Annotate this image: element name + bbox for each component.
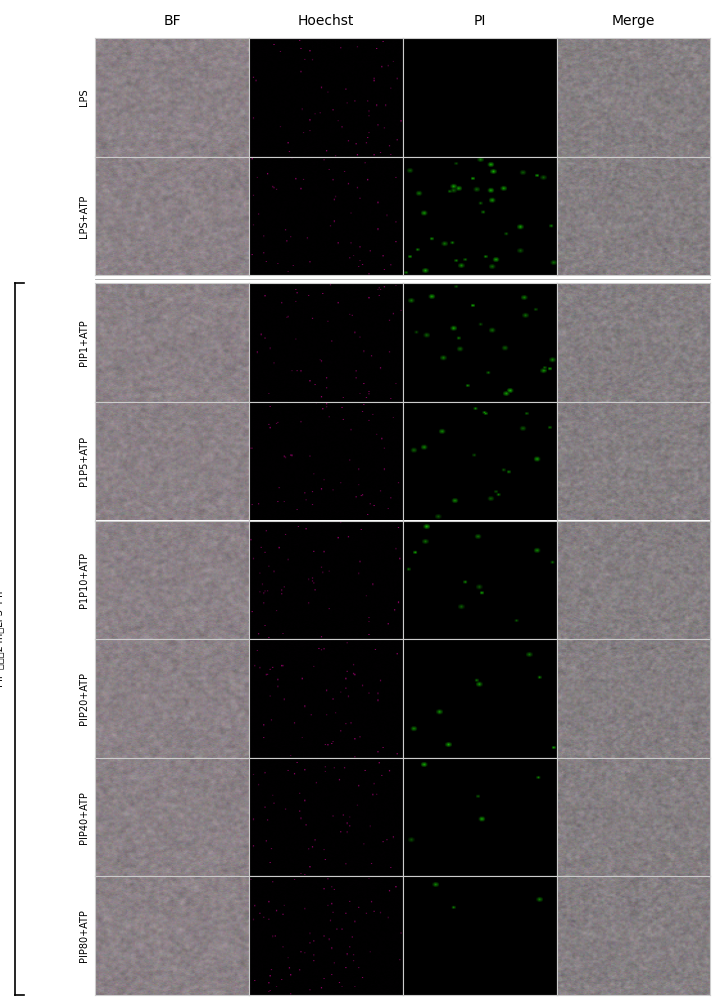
Text: P1P10+ATP: P1P10+ATP [79,552,90,608]
Text: BF: BF [163,14,181,28]
Text: LPS+ATP: LPS+ATP [79,194,90,238]
Text: Hoechst: Hoechst [298,14,354,28]
Text: Merge: Merge [611,14,655,28]
Text: PIP40+ATP: PIP40+ATP [79,791,90,844]
Text: PIP80+ATP: PIP80+ATP [79,909,90,962]
Text: PIP20+ATP: PIP20+ATP [79,672,90,725]
Text: PIP 预处瑦24h，LPS 4 h: PIP 预处瑦24h，LPS 4 h [0,591,4,687]
Text: PIP1+ATP: PIP1+ATP [79,319,90,366]
Text: PI: PI [473,14,486,28]
Text: LPS: LPS [79,89,90,106]
Text: P1P5+ATP: P1P5+ATP [79,436,90,486]
